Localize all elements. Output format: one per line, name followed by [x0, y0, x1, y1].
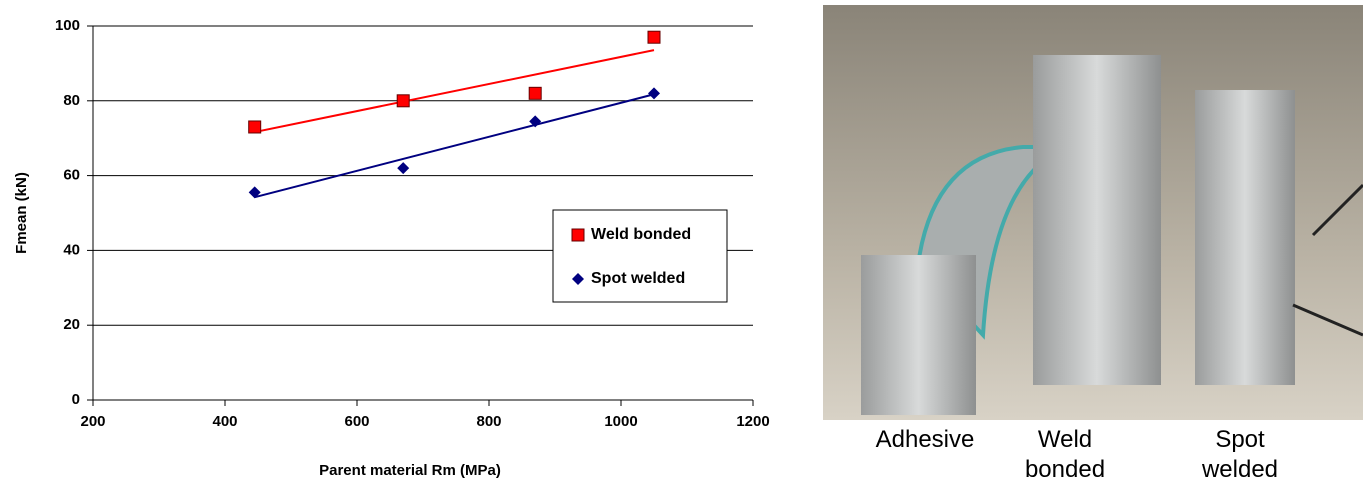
point: [647, 30, 661, 44]
point: [648, 87, 660, 100]
point: [248, 186, 261, 199]
point: [529, 115, 542, 128]
trend-line: [254, 49, 655, 134]
weld-bonded-sample: [1033, 55, 1161, 385]
photo-caption: Adhesive: [875, 426, 975, 453]
trend-line: [254, 93, 655, 199]
x-tick-label: 600: [344, 413, 369, 430]
photo-caption: Spot welded: [1201, 426, 1279, 483]
chart: Fmean (kN) Parent material Rm (MPa) 0 20 4…: [13, 17, 770, 479]
x-tick-label: 1200: [736, 413, 769, 430]
x-tick-label: 400: [212, 413, 237, 430]
legend-label: Weld bonded: [591, 226, 691, 243]
y-tick-label: 80: [63, 92, 80, 109]
point: [248, 120, 262, 134]
spot-welded-sample: [1195, 90, 1295, 385]
adhesive-sample: [861, 255, 976, 415]
cables: [1292, 183, 1363, 337]
legend-marker: [571, 228, 585, 242]
x-tick-label: 1000: [604, 413, 637, 430]
legend-marker: [572, 273, 584, 285]
photo-caption: Weld bonded: [1024, 426, 1106, 483]
y-axis-label: Fmean (kN): [13, 172, 30, 254]
point: [397, 162, 410, 175]
legend-box: [552, 209, 728, 303]
photo: [823, 5, 1363, 420]
point: [396, 94, 410, 108]
y-tick-label: 0: [72, 391, 80, 408]
point: [528, 86, 542, 100]
x-axis-label: Parent material Rm (MPa): [319, 462, 501, 479]
y-tick-label: 100: [55, 17, 80, 34]
x-tick-label: 200: [80, 413, 105, 430]
legend-label: Spot welded: [591, 270, 685, 287]
y-tick-label: 20: [63, 316, 80, 333]
y-tick-label: 40: [63, 241, 80, 258]
x-tick-label: 800: [476, 413, 501, 430]
y-tick-label: 60: [63, 167, 80, 184]
